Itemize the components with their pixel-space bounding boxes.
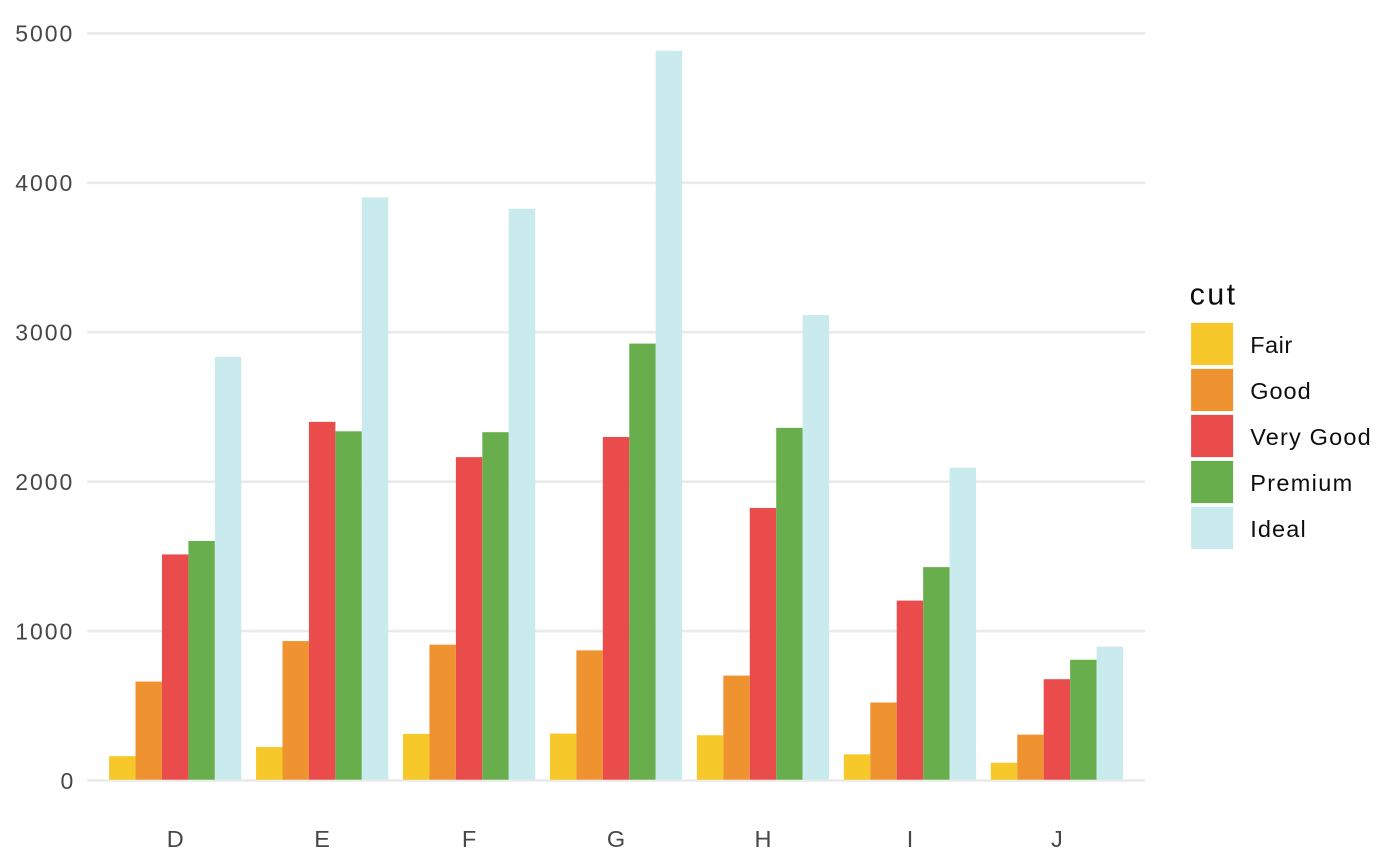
svg-text:5000: 5000 <box>15 21 72 47</box>
svg-text:1000: 1000 <box>15 618 72 644</box>
svg-text:Fair: Fair <box>1250 332 1292 358</box>
svg-text:3000: 3000 <box>15 320 72 346</box>
svg-text:D: D <box>167 826 184 852</box>
svg-text:4000: 4000 <box>15 170 72 196</box>
svg-text:Very Good: Very Good <box>1250 424 1371 450</box>
svg-text:2000: 2000 <box>15 469 72 495</box>
svg-text:Premium: Premium <box>1250 470 1352 496</box>
svg-text:J: J <box>1051 826 1063 852</box>
svg-text:cut: cut <box>1190 278 1236 312</box>
svg-text:F: F <box>462 826 476 852</box>
svg-text:H: H <box>755 826 772 852</box>
svg-text:Ideal: Ideal <box>1250 516 1306 542</box>
svg-text:Good: Good <box>1250 378 1311 404</box>
svg-text:G: G <box>607 826 625 852</box>
svg-text:I: I <box>907 826 914 852</box>
svg-text:0: 0 <box>61 768 74 794</box>
svg-text:E: E <box>314 826 330 852</box>
